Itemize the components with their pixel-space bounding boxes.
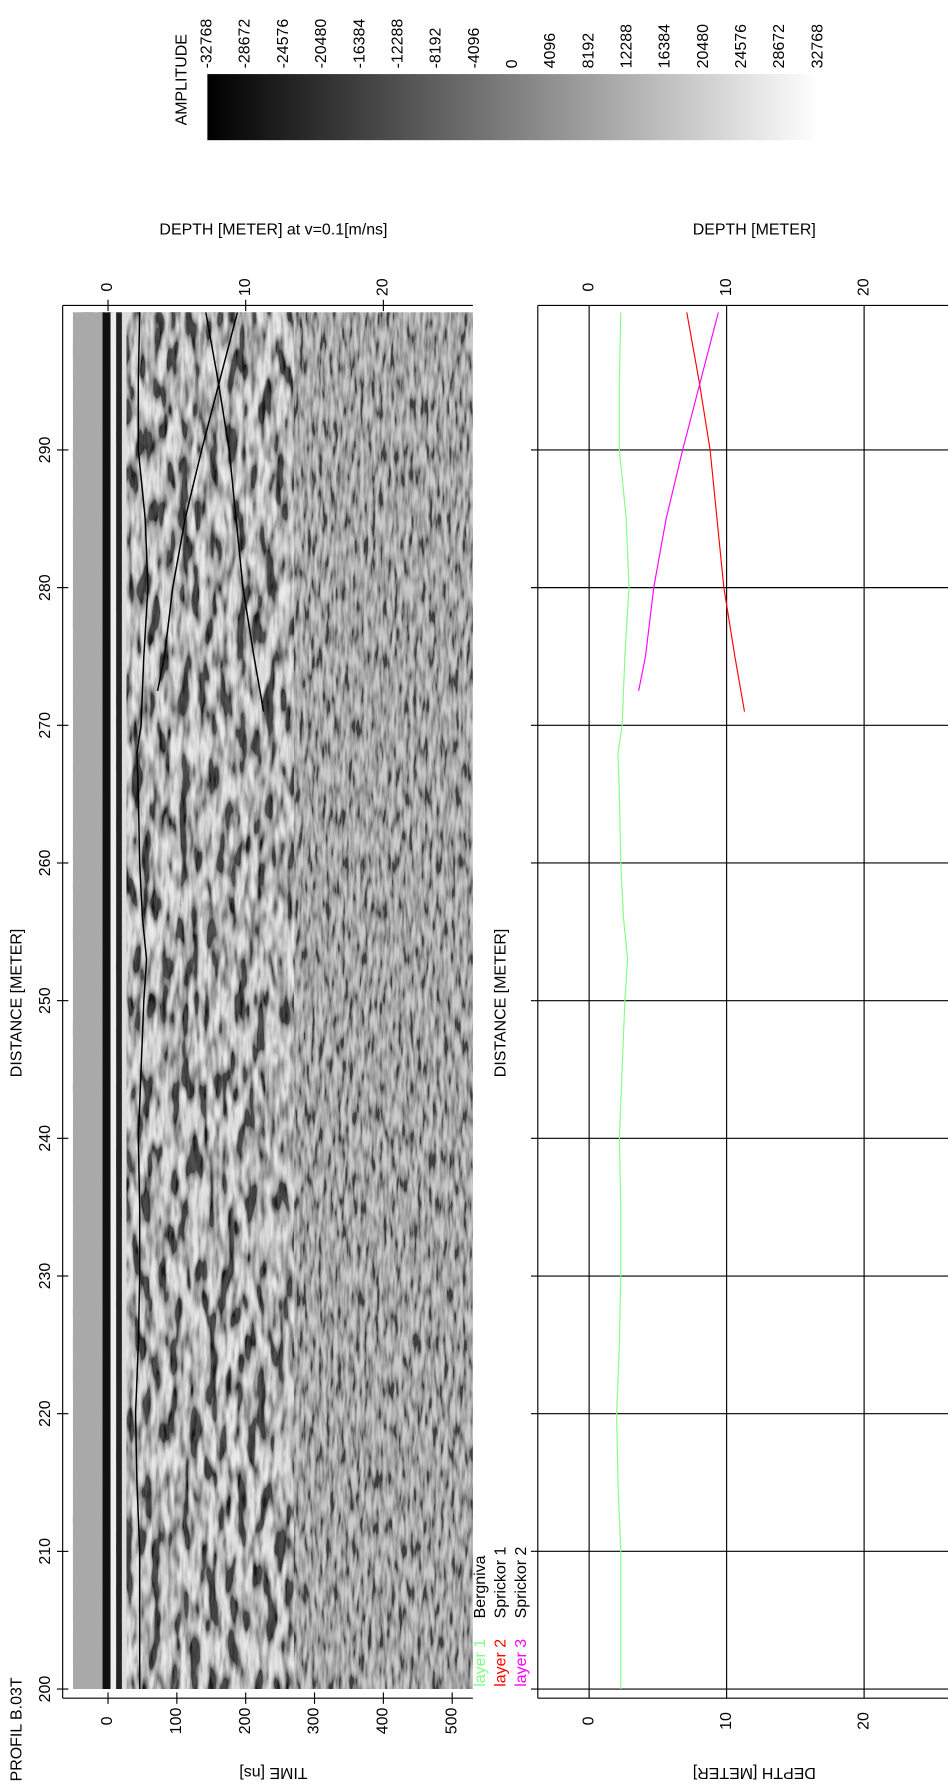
y2-tick-label: 10 <box>237 278 254 296</box>
y-tick-label: 400 <box>375 1708 392 1735</box>
legend-name: Bergniva <box>472 1555 489 1618</box>
y-tick-label: 0 <box>580 1716 597 1725</box>
x-tick-label: 280 <box>37 574 54 601</box>
colorbar-tick-label: 16384 <box>657 24 674 68</box>
picks <box>134 312 265 1690</box>
colorbar-tick-label: -8192 <box>428 27 445 68</box>
y-tick-label: 10 <box>718 1712 735 1730</box>
legend-layer: layer 3 <box>513 1639 530 1687</box>
radargram-band <box>102 312 111 1690</box>
x-tick-label: 200 <box>37 1676 54 1703</box>
rotated-plot-area: PROFIL B.03T AMPLITUDE DISTANCE [METER] … <box>8 19 948 1781</box>
x-axis-title: DISTANCE [METER] <box>8 929 25 1077</box>
y-axis-title: TIME [ns] <box>239 1764 307 1781</box>
picks <box>616 312 746 1690</box>
colorbar-tick-label: -28672 <box>237 19 254 69</box>
colorbar-tick-label: 32768 <box>809 24 826 68</box>
x-tick-label: 240 <box>37 1125 54 1152</box>
x-tick-label: 230 <box>37 1263 54 1290</box>
x-tick-label: 220 <box>37 1400 54 1427</box>
y2-axis-title: DEPTH [METER] at v=0.1[m/ns] <box>159 221 387 238</box>
colorbar-tick-label: 28672 <box>771 24 788 68</box>
pick-line <box>686 312 746 712</box>
colorbar-tick-label: -16384 <box>351 19 368 69</box>
colorbar-tick-label: -12288 <box>389 19 406 69</box>
pick-line <box>638 312 719 691</box>
profile-title: PROFIL B.03T <box>8 1677 25 1781</box>
radargram-band <box>116 312 122 1690</box>
y-axis-title: DEPTH [METER] <box>693 1764 816 1781</box>
pick-line <box>156 312 239 692</box>
colorbar <box>207 74 819 141</box>
y-tick-label: 10 <box>718 278 735 296</box>
y-tick-label: 500 <box>443 1708 460 1735</box>
x-tick-label: 260 <box>37 850 54 877</box>
y-axis-title: DEPTH [METER] <box>693 221 816 238</box>
x-axis-title: DISTANCE [METER] <box>493 929 510 1077</box>
colorbar-tick-label: 8192 <box>580 33 597 69</box>
colorbar-tick-label: -24576 <box>275 19 292 69</box>
x-tick-label: 210 <box>37 1538 54 1565</box>
legend-name: Sprickor 1 <box>493 1546 510 1618</box>
screen-labels: DEPTH [METER] at v=0.1[m/ns] TIME [ns] D… <box>159 221 815 1781</box>
radargram-band <box>121 312 127 1690</box>
y2-tick-label: 20 <box>375 278 392 296</box>
pick-line <box>616 312 630 1690</box>
legend-name: Sprickor 2 <box>513 1546 530 1618</box>
colorbar-tick-label: 0 <box>504 59 521 68</box>
y-tick-label: 20 <box>855 1712 872 1730</box>
radargram <box>72 312 473 1690</box>
y-tick-label: 200 <box>237 1708 254 1735</box>
colorbar-label: AMPLITUDE <box>174 34 191 125</box>
x-tick-label: 270 <box>37 712 54 739</box>
colorbar-tick-label: 12288 <box>618 24 635 68</box>
y-tick-label: 100 <box>168 1708 185 1735</box>
radargram-band <box>72 312 103 1690</box>
legend-layer: layer 2 <box>493 1639 510 1687</box>
y2-tick-label: 0 <box>99 283 116 292</box>
legend-layer: layer 1 <box>472 1639 489 1687</box>
colorbar-tick-label: -32768 <box>199 19 216 69</box>
colorbar-tick-label: -20480 <box>313 19 330 69</box>
colorbar-tick-label: -4096 <box>466 27 483 68</box>
pick-line <box>205 312 265 712</box>
colorbar-tick-label: 24576 <box>733 24 750 68</box>
x-tick-label: 250 <box>37 987 54 1014</box>
y-tick-label: 0 <box>99 1716 116 1725</box>
y-tick-label: 0 <box>580 283 597 292</box>
radargram-band <box>110 312 117 1690</box>
y-tick-label: 300 <box>306 1708 323 1735</box>
radargram-texture <box>123 312 294 1690</box>
colorbar-tick-label: 20480 <box>695 24 712 68</box>
pick-line <box>134 312 149 1690</box>
colorbar-tick-label: 4096 <box>542 33 559 69</box>
x-tick-label: 290 <box>37 437 54 464</box>
y-tick-label: 20 <box>855 278 872 296</box>
